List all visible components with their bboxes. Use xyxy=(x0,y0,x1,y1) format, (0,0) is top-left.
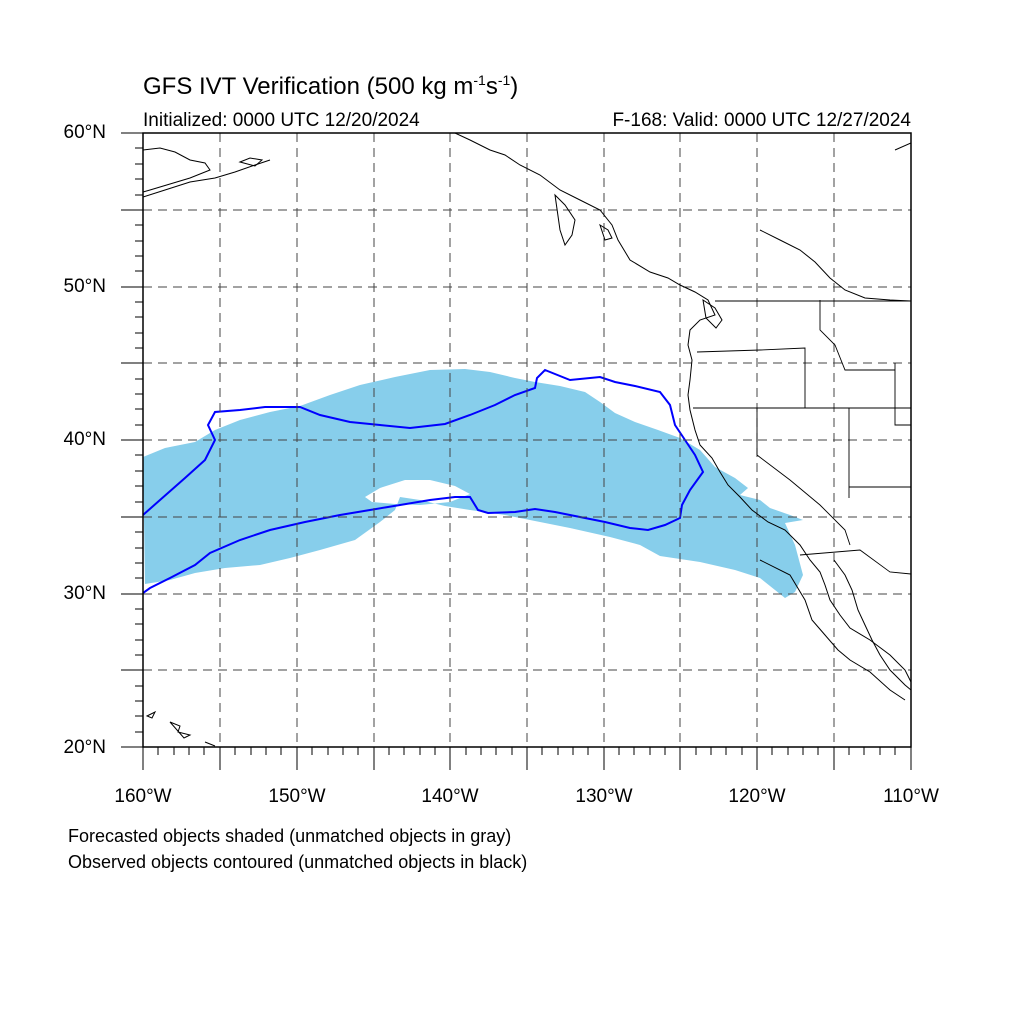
lat-label-40n: 40°N xyxy=(63,429,106,450)
chart-title: GFS IVT Verification (500 kg m-1s-1) xyxy=(143,72,519,100)
lat-label-20n: 20°N xyxy=(63,737,106,758)
lon-label-110w: 110°W xyxy=(883,786,939,807)
observed-ivt-contour xyxy=(143,368,705,594)
forecast-gap xyxy=(610,388,672,420)
lat-label-30n: 30°N xyxy=(63,583,106,604)
initialized-label: Initialized: 0000 UTC 12/20/2024 xyxy=(143,110,420,131)
note-forecast: Forecasted objects shaded (unmatched obj… xyxy=(68,826,512,846)
lat-label-50n: 50°N xyxy=(63,276,106,297)
lon-label-120w: 120°W xyxy=(728,786,786,807)
note-observed: Observed objects contoured (unmatched ob… xyxy=(68,852,528,872)
lat-label-60n: 60°N xyxy=(63,122,106,143)
lon-label-130w: 130°W xyxy=(575,786,633,807)
forecast-ivt-object xyxy=(143,369,803,598)
state-boundaries xyxy=(693,300,911,575)
axis-ticks xyxy=(121,132,912,770)
lon-label-160w: 160°W xyxy=(114,786,172,807)
lon-label-140w: 140°W xyxy=(421,786,479,807)
lon-label-150w: 150°W xyxy=(268,786,326,807)
coastlines xyxy=(143,133,911,747)
valid-time-label: F-168: Valid: 0000 UTC 12/27/2024 xyxy=(612,110,911,131)
minor-ticks xyxy=(135,147,896,755)
